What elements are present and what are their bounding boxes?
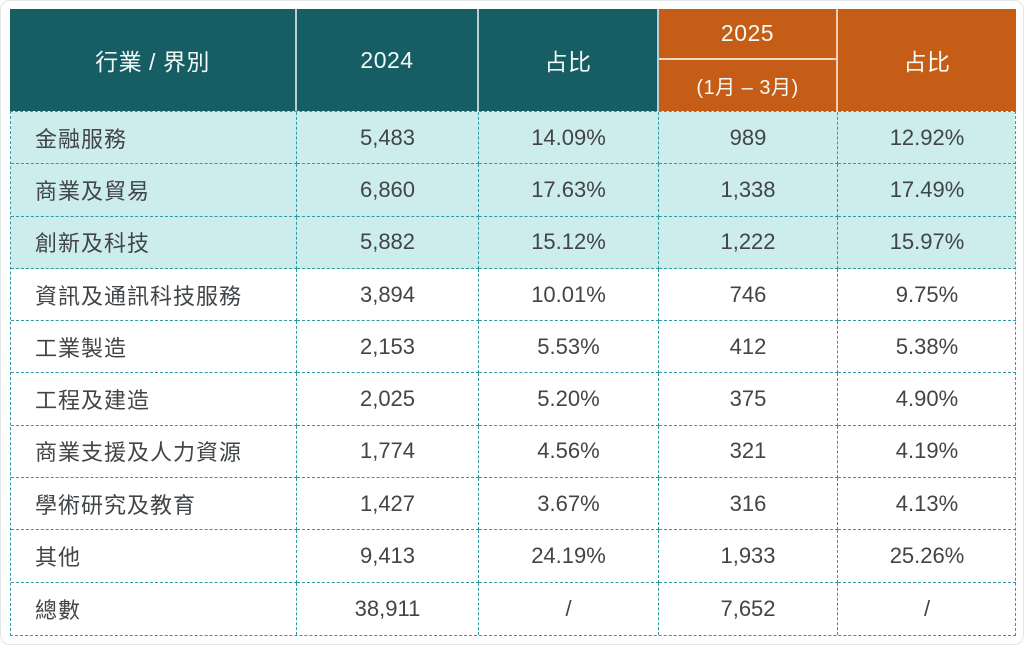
table-row: 金融服務 5,483 14.09% 989 12.92%: [11, 112, 1016, 165]
table-row: 學術研究及教育 1,427 3.67% 316 4.13%: [11, 478, 1016, 531]
value-2025-cell: 316: [659, 478, 838, 531]
value-2024-cell: 1,427: [297, 478, 479, 531]
header-2025-year: 2025: [659, 9, 836, 60]
table-row: 資訊及通訊科技服務 3,894 10.01% 746 9.75%: [11, 268, 1016, 322]
share-2025-cell: 25.26%: [838, 530, 1016, 583]
industry-name-cell: 總數: [11, 582, 297, 635]
header-share-2024: 占比: [479, 9, 659, 111]
share-2024-cell: 14.09%: [479, 112, 659, 165]
value-2024-cell: 9,413: [297, 530, 479, 583]
share-2025-cell: 4.13%: [838, 478, 1016, 531]
share-2024-cell: 4.56%: [479, 425, 659, 479]
share-2025-cell: 17.49%: [838, 164, 1016, 217]
industry-statistics-table: 行業 / 界別 2024 占比 2025 (1月 – 3月) 占比 金融服務 5…: [10, 9, 1016, 636]
table-header-row: 行業 / 界別 2024 占比 2025 (1月 – 3月) 占比: [10, 9, 1016, 111]
share-2024-cell: 3.67%: [479, 478, 659, 531]
table-row: 商業及貿易 6,860 17.63% 1,338 17.49%: [11, 164, 1016, 217]
value-2024-cell: 2,153: [297, 321, 479, 374]
share-2025-cell: 9.75%: [838, 269, 1016, 322]
industry-name-cell: 工業製造: [11, 321, 297, 374]
industry-name-cell: 創新及科技: [11, 216, 297, 269]
value-2024-cell: 2,025: [297, 373, 479, 426]
share-2025-cell: 15.97%: [838, 217, 1016, 269]
share-2025-cell: /: [923, 595, 931, 621]
header-2024: 2024: [297, 9, 479, 111]
value-2025-cell: 321: [659, 425, 838, 479]
value-2024-cell: 5,483: [297, 112, 479, 165]
share-2025-cell: 5.38%: [838, 321, 1016, 374]
table-body: 金融服務 5,483 14.09% 989 12.92% 商業及貿易 6,860…: [10, 111, 1016, 636]
table-row: 創新及科技 5,882 15.12% 1,222 15.97%: [11, 216, 1016, 269]
share-2025-cell: 4.19%: [838, 426, 1016, 479]
table-row: 工業製造 2,153 5.53% 412 5.38%: [11, 321, 1016, 374]
table-row: 其他 9,413 24.19% 1,933 25.26%: [11, 530, 1016, 583]
industry-name-cell: 金融服務: [11, 112, 297, 165]
table-row-total: 總數 38,911 / 7,652 /: [11, 582, 1015, 635]
share-2024-cell: 24.19%: [479, 530, 659, 583]
table-row: 工程及建造 2,025 5.20% 375 4.90%: [11, 373, 1016, 426]
share-2024-cell: 10.01%: [479, 268, 659, 322]
value-2025-cell: 746: [659, 268, 838, 322]
header-2025-period: (1月 – 3月): [696, 77, 799, 99]
share-2024-cell: 15.12%: [479, 216, 659, 269]
share-2025-cell: 4.90%: [838, 373, 1016, 426]
share-2024-cell: 5.53%: [479, 321, 659, 374]
value-2024-cell: 1,774: [297, 425, 479, 479]
industry-name-cell: 商業及貿易: [11, 164, 297, 217]
value-2025-cell: 7,652: [659, 582, 838, 635]
share-2025-cell: 12.92%: [838, 112, 1016, 165]
industry-name-cell: 商業支援及人力資源: [11, 425, 297, 479]
value-2025-cell: 1,933: [659, 530, 838, 583]
value-2025-cell: 1,338: [659, 164, 838, 217]
header-industry: 行業 / 界別: [10, 9, 297, 111]
share-2024-cell: 17.63%: [479, 164, 659, 217]
share-2024-cell: 5.20%: [479, 373, 659, 426]
value-2025-cell: 375: [659, 373, 838, 426]
industry-name-cell: 學術研究及教育: [11, 478, 297, 531]
value-2024-cell: 38,911: [297, 582, 479, 635]
header-2025: 2025 (1月 – 3月): [659, 9, 838, 111]
value-2025-cell: 989: [659, 112, 838, 165]
value-2024-cell: 3,894: [297, 268, 479, 322]
header-share-2025: 占比: [838, 9, 1016, 111]
table-row: 商業支援及人力資源 1,774 4.56% 321 4.19%: [11, 425, 1016, 479]
share-2024-cell: /: [479, 582, 659, 635]
value-2024-cell: 6,860: [297, 164, 479, 217]
value-2025-cell: 412: [659, 321, 838, 374]
value-2024-cell: 5,882: [297, 216, 479, 269]
value-2025-cell: 1,222: [659, 216, 838, 269]
industry-name-cell: 其他: [11, 530, 297, 583]
industry-name-cell: 資訊及通訊科技服務: [11, 268, 297, 322]
industry-name-cell: 工程及建造: [11, 373, 297, 426]
